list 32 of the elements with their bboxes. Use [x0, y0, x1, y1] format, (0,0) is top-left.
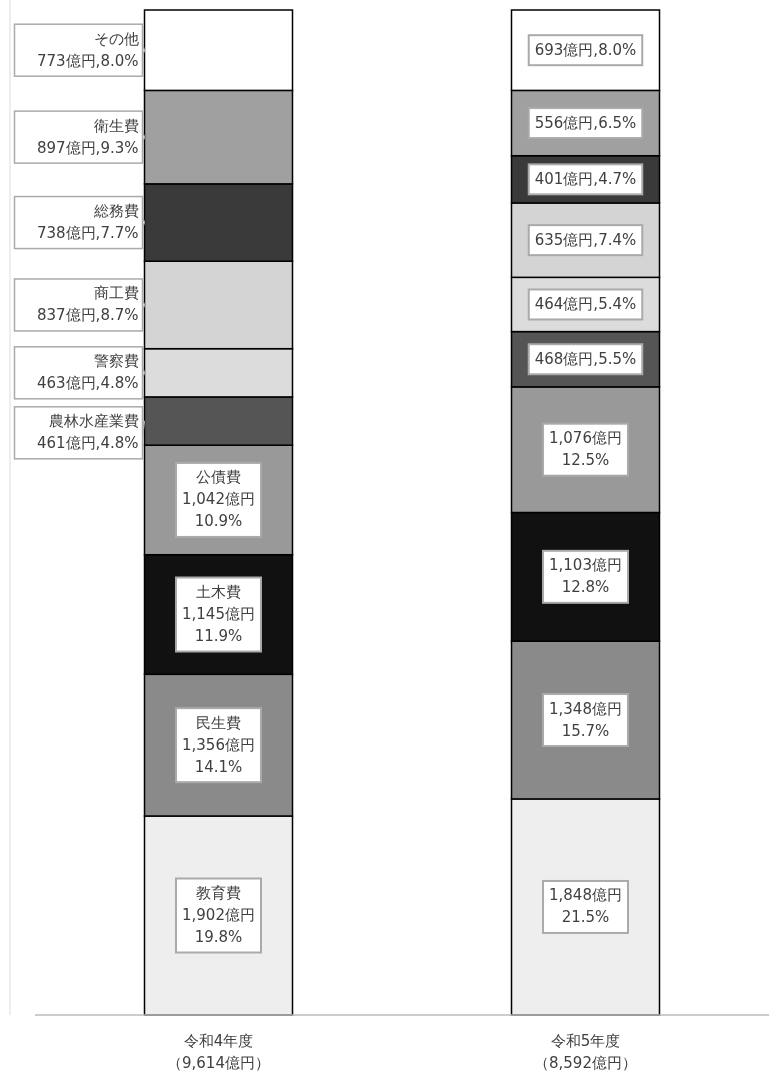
data-label: 1,356億円 14.1%: [182, 735, 255, 776]
data-label: 897億円,9.3%: [36, 138, 139, 157]
series-label: 土木費: [196, 583, 241, 602]
data-label: 837億円,8.7%: [36, 306, 139, 325]
data-label: 464億円,5.4%: [534, 294, 637, 313]
x-tick-label: 令和5年度（8,592億円）: [534, 1031, 637, 1072]
x-tick-label: 令和4年度（9,614億円）: [167, 1031, 270, 1072]
data-label: 461億円,4.8%: [36, 434, 139, 453]
series-label: 教育費: [196, 884, 241, 903]
series-label: 衛生費: [93, 116, 139, 135]
data-label: 1,902億円 19.8%: [182, 906, 255, 947]
data-label: 463億円,4.8%: [36, 374, 139, 393]
data-label: 1,145億円 11.9%: [182, 605, 255, 646]
series-label: 総務費: [92, 202, 139, 221]
data-label: 1,076億円 12.5%: [549, 429, 622, 470]
data-label: 556億円,6.5%: [534, 113, 637, 132]
series-label: 農林水産業費: [48, 412, 139, 431]
data-label: 1,348億円 15.7%: [549, 699, 622, 740]
data-label: 635億円,7.4%: [534, 230, 637, 249]
data-label: 468億円,5.5%: [534, 349, 637, 368]
series-label: その他: [93, 29, 139, 48]
data-label: 401億円,4.7%: [534, 169, 637, 188]
data-label: 773億円,8.0%: [36, 51, 139, 70]
series-label: 警察費: [93, 352, 139, 371]
data-label: 1,042億円 10.9%: [182, 490, 255, 531]
series-label: 民生費: [196, 713, 241, 732]
series-label: 公債費: [196, 468, 241, 487]
data-label: 738億円,7.7%: [36, 224, 139, 243]
data-label: 1,103億円 12.8%: [549, 556, 622, 597]
series-label: 商工費: [93, 284, 139, 303]
data-label: 1,848億円 21.5%: [549, 886, 622, 927]
data-label: 693億円,8.0%: [534, 40, 637, 59]
